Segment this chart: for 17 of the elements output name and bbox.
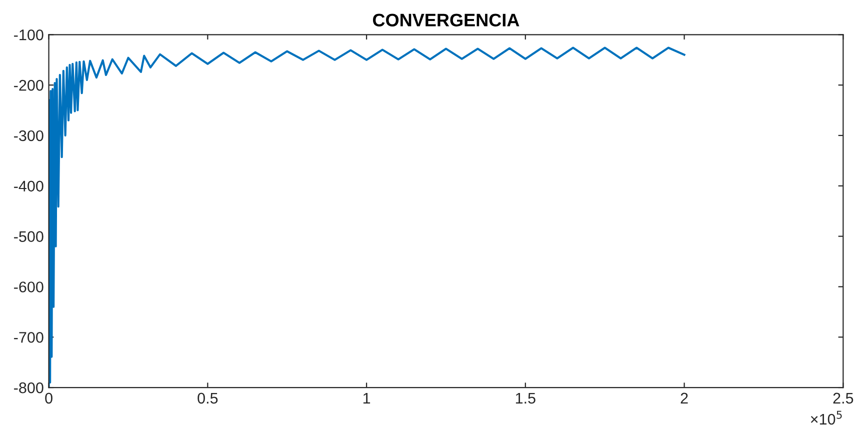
y-tick-label: -800 <box>14 382 44 394</box>
y-tick-label: -100 <box>14 30 44 40</box>
x-tick-label: 1.5 <box>516 392 536 404</box>
x-tick-label: 2.5 <box>833 392 854 404</box>
text: ×10$^{5}$ <box>810 410 842 425</box>
y-tick-label: -600 <box>14 282 44 292</box>
chart-title: CONVERGENCIA <box>372 14 520 26</box>
y-tick-label: -500 <box>14 231 44 242</box>
x-tick-label: 1 <box>363 392 370 404</box>
line-series <box>48 46 686 388</box>
y-tick-label: -200 <box>14 80 44 91</box>
y-tick-label: -300 <box>14 130 44 142</box>
x-tick-label: 2 <box>680 392 688 404</box>
x-tick-label: 0 <box>45 392 52 404</box>
y-tick-label: -700 <box>14 332 44 343</box>
y-tick-label: -400 <box>14 180 44 192</box>
x-tick-label: 0.5 <box>198 392 218 404</box>
